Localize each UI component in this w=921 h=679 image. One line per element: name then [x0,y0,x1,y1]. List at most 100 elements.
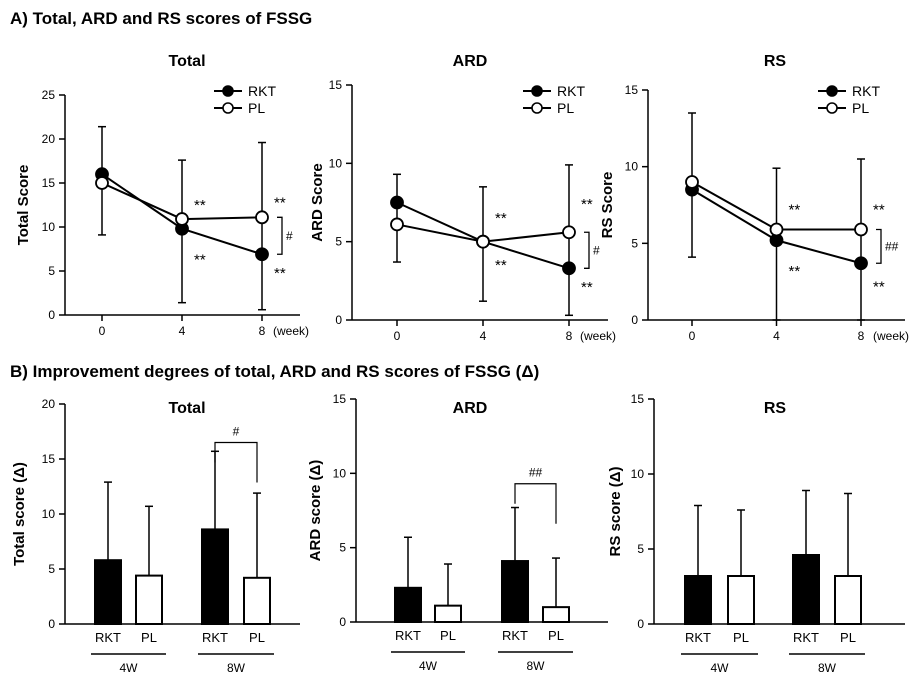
data-point-pl [562,225,576,240]
legend-marker [222,85,234,97]
x-tick-label: 0 [99,324,106,338]
comparison-bracket [514,483,557,524]
y-tick-label: 10 [42,220,56,234]
x-category-label: RKT [685,630,711,645]
x-tick-label: 4 [179,324,186,338]
y-tick-label: 0 [339,615,346,629]
x-axis-unit-label: (week) [580,329,616,343]
y-tick-label: 15 [333,392,347,406]
significance-marker: ** [194,197,206,214]
bar-rkt [684,575,712,625]
x-tick-label: 0 [689,329,696,343]
x-tick-label: 8 [259,324,266,338]
chart-title: RS [764,53,787,70]
data-point-pl [95,176,109,190]
y-axis-label: Total score (Δ) [11,462,28,566]
legend-marker [826,85,838,97]
x-category-label: PL [548,628,564,643]
y-tick-label: 0 [48,617,55,631]
significance-marker: ** [274,194,286,211]
group-label: 8W [527,659,546,673]
y-tick-label: 15 [625,83,639,97]
x-tick-label: 8 [566,329,573,343]
x-tick-label: 4 [773,329,780,343]
bracket-label: ## [885,239,899,253]
bracket-label: # [593,243,600,257]
bar-pl [834,575,862,625]
y-axis-label: RS Score [599,172,616,239]
y-axis-label: Total Score [15,165,32,246]
bar-rkt [94,559,122,626]
x-tick-label: 8 [858,329,865,343]
bar-pl [243,576,271,625]
x-tick-label: 4 [480,329,487,343]
legend-label: RKT [248,83,276,99]
data-point-pl [854,222,868,237]
data-point-pl [255,210,269,225]
y-tick-label: 15 [631,392,645,406]
data-point-pl [175,212,189,226]
legend-marker [531,102,543,114]
y-tick-label: 0 [637,617,644,631]
x-tick-label: 0 [394,329,401,343]
bracket-label: # [233,425,240,439]
y-tick-label: 5 [48,562,55,576]
bar-pl [542,606,570,624]
section-b-title: B) Improvement degrees of total, ARD and… [10,362,539,381]
group-label: 4W [711,661,730,675]
y-tick-label: 5 [339,541,346,555]
x-category-label: PL [141,630,157,645]
x-category-label: PL [249,630,265,645]
a-ard-chart: 0 5 10 15 ARD Score ARD 0 4 8 (week) ** ** ** ** # RKTP… [309,53,616,343]
significance-marker: ** [789,263,801,280]
x-category-label: RKT [202,630,228,645]
chart-title: RS [764,400,787,417]
comparison-bracket [584,231,590,269]
significance-marker: ** [873,202,885,219]
b-ard-chart: 0 5 10 15 ARD score (Δ) ARD RKT PL RKT PL 4W 8W ## [307,392,608,673]
charts-group: 0 5 10 15 20 25 Total Score Total 0 4 8 (week) ** ** *… [11,53,909,675]
bar-rkt [792,554,820,625]
data-point-rkt [854,256,868,271]
data-point-rkt [562,261,576,276]
comparison-bracket [214,441,258,483]
bracket-label: # [286,229,293,243]
y-axis-label: RS score (Δ) [607,467,624,557]
y-tick-label: 10 [42,507,56,521]
y-tick-label: 0 [631,313,638,327]
x-category-label: PL [840,630,856,645]
y-tick-label: 5 [631,236,638,250]
data-point-pl [685,175,699,189]
legend-label: RKT [852,83,880,99]
chart-title: Total [168,53,205,70]
chart-title: ARD [453,53,488,70]
y-tick-label: 0 [48,308,55,322]
x-category-label: RKT [502,628,528,643]
bar-pl [135,574,163,625]
x-category-label: PL [733,630,749,645]
y-tick-label: 25 [42,88,56,102]
bar-pl [727,575,755,625]
data-point-pl [476,234,490,249]
legend-label: PL [852,100,869,116]
y-tick-label: 10 [631,467,645,481]
group-label: 4W [419,659,438,673]
significance-marker: ** [495,257,507,274]
y-tick-label: 20 [42,132,56,146]
group-label: 8W [227,661,246,675]
x-axis-unit-label: (week) [273,324,309,338]
y-tick-label: 15 [42,176,56,190]
data-point-pl [769,222,784,237]
comparison-bracket [277,216,283,255]
data-point-rkt [255,247,269,262]
bracket-label: ## [529,466,543,480]
y-tick-label: 10 [329,156,343,170]
significance-marker: ** [274,265,286,282]
x-category-label: RKT [95,630,121,645]
legend-label: PL [248,100,265,116]
y-axis-label: ARD Score [309,163,326,241]
y-axis-label: ARD score (Δ) [307,460,324,562]
b-total-chart: 0 5 10 15 20 Total score (Δ) Total RKT PL RKT PL 4W… [11,397,300,675]
a-total-chart: 0 5 10 15 20 25 Total Score Total 0 4 8 (week) ** ** *… [15,53,309,338]
